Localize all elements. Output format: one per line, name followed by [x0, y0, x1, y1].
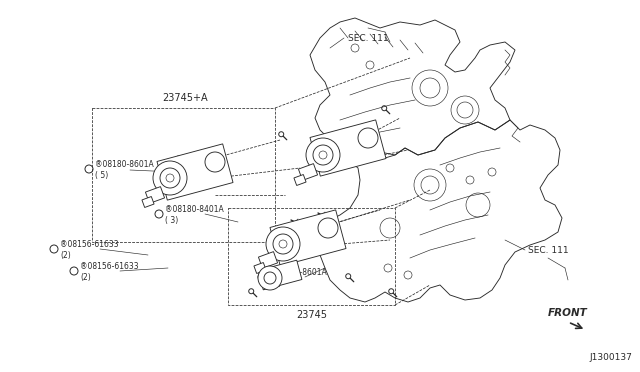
Polygon shape [298, 164, 317, 180]
Text: 23745+A: 23745+A [162, 93, 208, 103]
Text: ®08180-8401A
( 3): ®08180-8401A ( 3) [165, 205, 224, 225]
Polygon shape [270, 210, 346, 266]
Text: SEC. 111: SEC. 111 [348, 33, 388, 42]
Polygon shape [254, 263, 266, 273]
Text: ®08180-8601A
( 4): ®08180-8601A ( 4) [268, 268, 327, 288]
Polygon shape [294, 174, 306, 186]
Text: J1300137: J1300137 [589, 353, 632, 362]
Polygon shape [310, 120, 386, 176]
Text: FRONT: FRONT [548, 308, 588, 318]
Polygon shape [258, 260, 302, 290]
Text: ®08156-61633
(2): ®08156-61633 (2) [60, 240, 118, 260]
Polygon shape [259, 251, 278, 268]
Polygon shape [145, 187, 164, 203]
Circle shape [266, 227, 300, 261]
Polygon shape [142, 196, 154, 208]
Text: 23745: 23745 [296, 310, 328, 320]
Text: ®08156-61633
(2): ®08156-61633 (2) [80, 262, 139, 282]
Text: ®08180-8601A
( 5): ®08180-8601A ( 5) [95, 160, 154, 180]
Circle shape [258, 266, 282, 290]
Polygon shape [157, 144, 233, 200]
Text: SEC. 111: SEC. 111 [528, 246, 568, 254]
Circle shape [153, 161, 187, 195]
Circle shape [306, 138, 340, 172]
